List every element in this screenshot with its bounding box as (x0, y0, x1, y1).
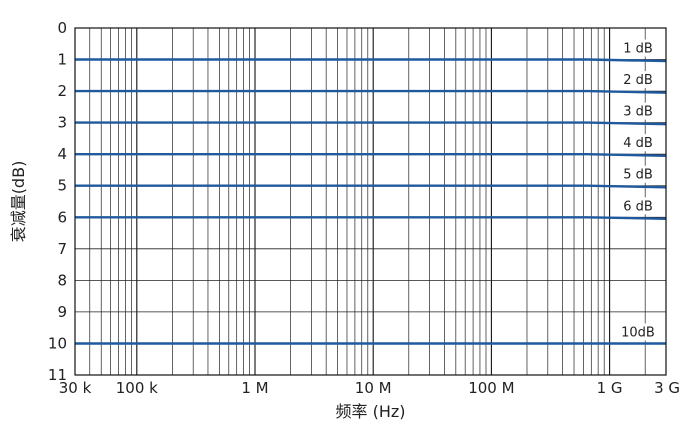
y-tick-label: 8 (57, 271, 67, 289)
x-tick-label: 100 k (116, 379, 158, 397)
series-line (75, 58, 667, 63)
series-label-bg (612, 102, 664, 120)
series-labels: 1 dB 2 dB 3 dB 4 dB 5 dB 6 dB 10dB (612, 39, 664, 341)
series-label-bg (612, 323, 664, 341)
x-tick-label: 10 M (355, 379, 392, 397)
x-tick-label: 1 G (597, 379, 623, 397)
y-tick-label: 4 (57, 145, 67, 163)
x-tick-label: 3 G (654, 379, 680, 397)
x-tick-label: 30 k (59, 379, 92, 397)
series-label: 6 dB (623, 199, 653, 214)
series-line (75, 121, 667, 126)
y-tick-label: 1 (57, 51, 67, 69)
x-tick-labels: 30 k 100 k 1 M 10 M 100 M 1 G 3 G (59, 379, 680, 397)
series-label-bg (612, 134, 664, 152)
series-label: 4 dB (623, 136, 653, 151)
series-label: 5 dB (623, 168, 653, 183)
y-tick-label: 0 (57, 19, 67, 37)
x-tick-label: 1 M (241, 379, 268, 397)
series-line (75, 184, 667, 189)
plot-frame (74, 27, 667, 376)
y-tick-label: 3 (57, 114, 67, 132)
y-axis-title: 衰减量(dB) (9, 161, 28, 243)
series-label: 3 dB (623, 105, 653, 120)
series-label: 10dB (621, 325, 655, 340)
series-label-bg (612, 165, 664, 183)
y-tick-label: 5 (57, 177, 67, 195)
minor-grid (89, 28, 646, 375)
series-label: 1 dB (623, 42, 653, 57)
y-tick-label: 2 (57, 82, 67, 100)
x-axis-title: 频率 (Hz) (335, 402, 405, 421)
series-lines (75, 58, 667, 345)
x-tick-label: 100 M (468, 379, 514, 397)
y-tick-label: 7 (57, 240, 67, 258)
series-label-bg (612, 197, 664, 215)
series-label-bg (612, 71, 664, 89)
series-line (75, 89, 667, 94)
y-tick-label: 9 (57, 303, 67, 321)
series-label: 2 dB (623, 73, 653, 88)
series-line (75, 152, 667, 157)
y-tick-label: 10 (48, 334, 67, 352)
major-grid (75, 28, 666, 375)
series-line (75, 216, 667, 220)
y-tick-label: 6 (57, 208, 67, 226)
y-tick-labels: 0 1 2 3 4 5 6 7 8 9 10 11 (48, 19, 67, 384)
series-label-bg (612, 39, 664, 57)
y-tick-label: 11 (48, 366, 67, 384)
